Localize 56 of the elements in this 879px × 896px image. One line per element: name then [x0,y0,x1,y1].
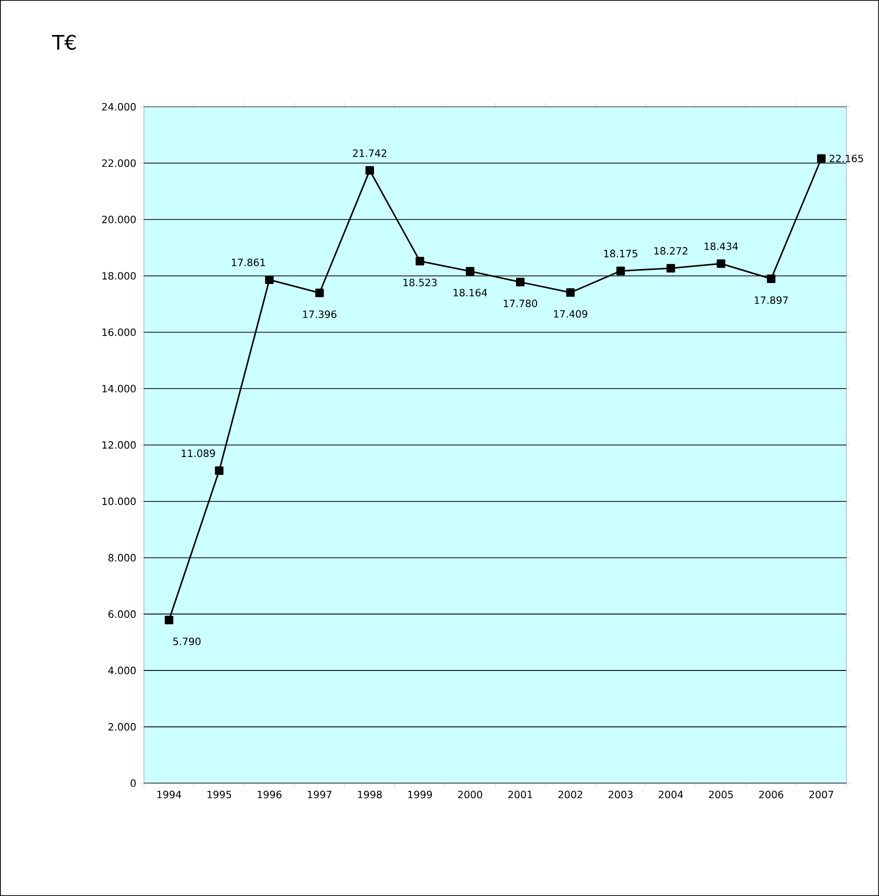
point [666,264,676,272]
y-tick-label: 8.000 [108,554,136,562]
y-tick-label: 6.000 [108,610,136,618]
y-tick-label: 20.000 [102,216,136,224]
point [365,166,374,175]
point [265,276,274,284]
x-tick-label: 1999 [408,790,432,798]
data-label: 18.272 [654,247,688,255]
x-tick-label: 1996 [258,790,282,798]
x-tick-label: 1998 [358,790,382,798]
data-label: 17.396 [303,310,336,318]
y-axis-title: T€ [52,34,76,50]
data-label: 22.165 [830,154,864,162]
data-label: 17.780 [504,300,538,308]
x-tick-label: 2004 [658,790,683,798]
point [817,154,826,163]
data-label: 11.089 [182,450,215,458]
data-label: 17.861 [232,258,265,266]
point [416,256,424,266]
data-label: 17.409 [554,310,588,318]
y-tick-label: 14.000 [102,384,136,392]
point [616,266,625,276]
point [214,466,224,475]
y-tick-label: 22.000 [102,159,136,167]
x-tick-label: 2007 [809,790,834,798]
x-tick-label: 1995 [208,790,232,798]
data-label: 5.790 [173,638,201,646]
data-label: 21.742 [353,149,386,157]
y-tick-label: 12.000 [102,441,136,449]
x-tick-label: 2002 [558,790,582,798]
point [566,288,575,297]
data-label: 18.434 [704,242,738,250]
x-tick-label: 1997 [308,790,332,798]
point [315,288,324,298]
y-tick-label: 16.000 [102,328,136,336]
point [466,266,474,276]
y-tick-label: 2.000 [108,723,136,731]
x-tick-label: 2006 [759,790,784,798]
x-tick-label: 2000 [458,790,482,798]
point [516,278,525,286]
y-tick-label: 10.000 [102,498,136,506]
point [766,274,776,284]
y-tick-label: 0 [130,779,136,787]
point [164,616,174,624]
data-label: 17.897 [754,296,788,304]
y-tick-label: 24.000 [102,102,136,111]
x-tick-label: 2003 [608,790,633,798]
x-tick-label: 2001 [508,790,532,798]
data-label: 18.523 [404,278,437,286]
point [716,259,726,268]
x-tick-label: 2005 [709,790,733,798]
data-label: 18.164 [454,288,488,296]
y-tick-label: 4.000 [108,666,136,674]
data-label: 18.175 [604,250,638,258]
x-tick-label: 1994 [157,790,182,798]
y-tick-label: 18.000 [102,272,136,280]
